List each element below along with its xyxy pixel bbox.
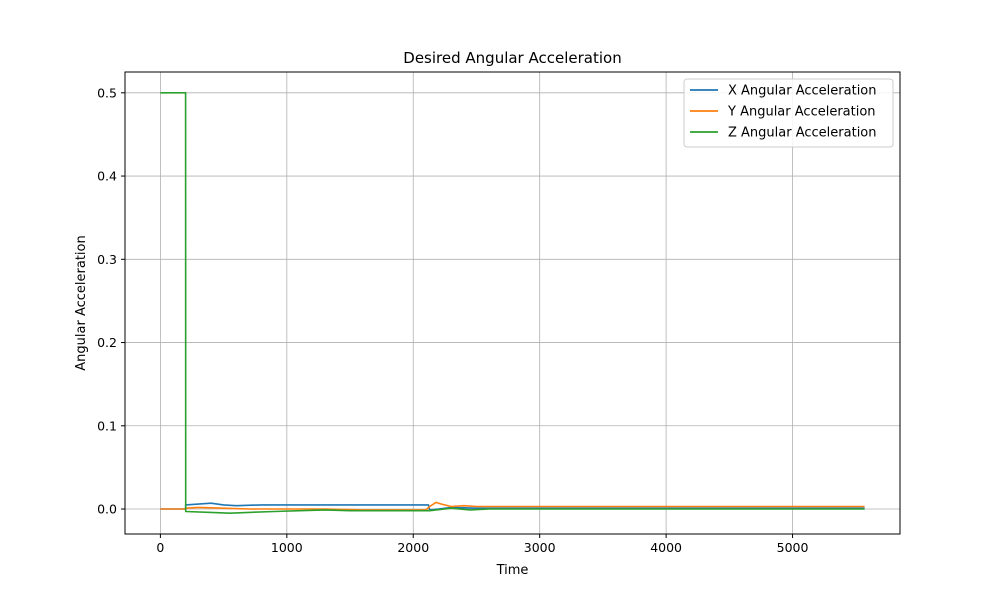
x-axis-label: Time <box>496 563 529 578</box>
plot-frame <box>124 71 901 535</box>
series-layer <box>160 92 865 515</box>
series-line-y <box>160 501 865 511</box>
x-tick-label: 1000 <box>271 540 303 555</box>
legend: X Angular Acceleration Y Angular Accelera… <box>683 78 894 148</box>
x-tick-label: 5000 <box>777 540 809 555</box>
y-tick-label: 0.0 <box>97 502 117 517</box>
y-tick-label: 0.4 <box>97 169 117 184</box>
y-tick-label: 0.3 <box>97 252 117 267</box>
x-tick-label: 0 <box>156 540 164 555</box>
legend-box <box>683 78 894 148</box>
chart-title: Desired Angular Acceleration <box>403 49 621 67</box>
ticks: 0 1000 2000 3000 4000 5000 0.0 0.1 0.2 0.3 0.4 0.5 <box>97 85 808 555</box>
y-tick-label: 0.2 <box>97 335 117 350</box>
series-line-z <box>160 92 865 515</box>
legend-label-z: Z Angular Acceleration <box>728 126 877 141</box>
y-tick-label: 0.1 <box>97 418 117 433</box>
legend-label-x: X Angular Acceleration <box>728 84 877 99</box>
x-tick-label: 2000 <box>397 540 429 555</box>
x-tick-label: 4000 <box>650 540 682 555</box>
y-axis-label: Angular Acceleration <box>74 235 89 370</box>
legend-label-y: Y Angular Acceleration <box>727 105 876 120</box>
x-tick-label: 3000 <box>524 540 556 555</box>
y-tick-label: 0.5 <box>97 85 117 100</box>
plot-area <box>125 72 900 534</box>
